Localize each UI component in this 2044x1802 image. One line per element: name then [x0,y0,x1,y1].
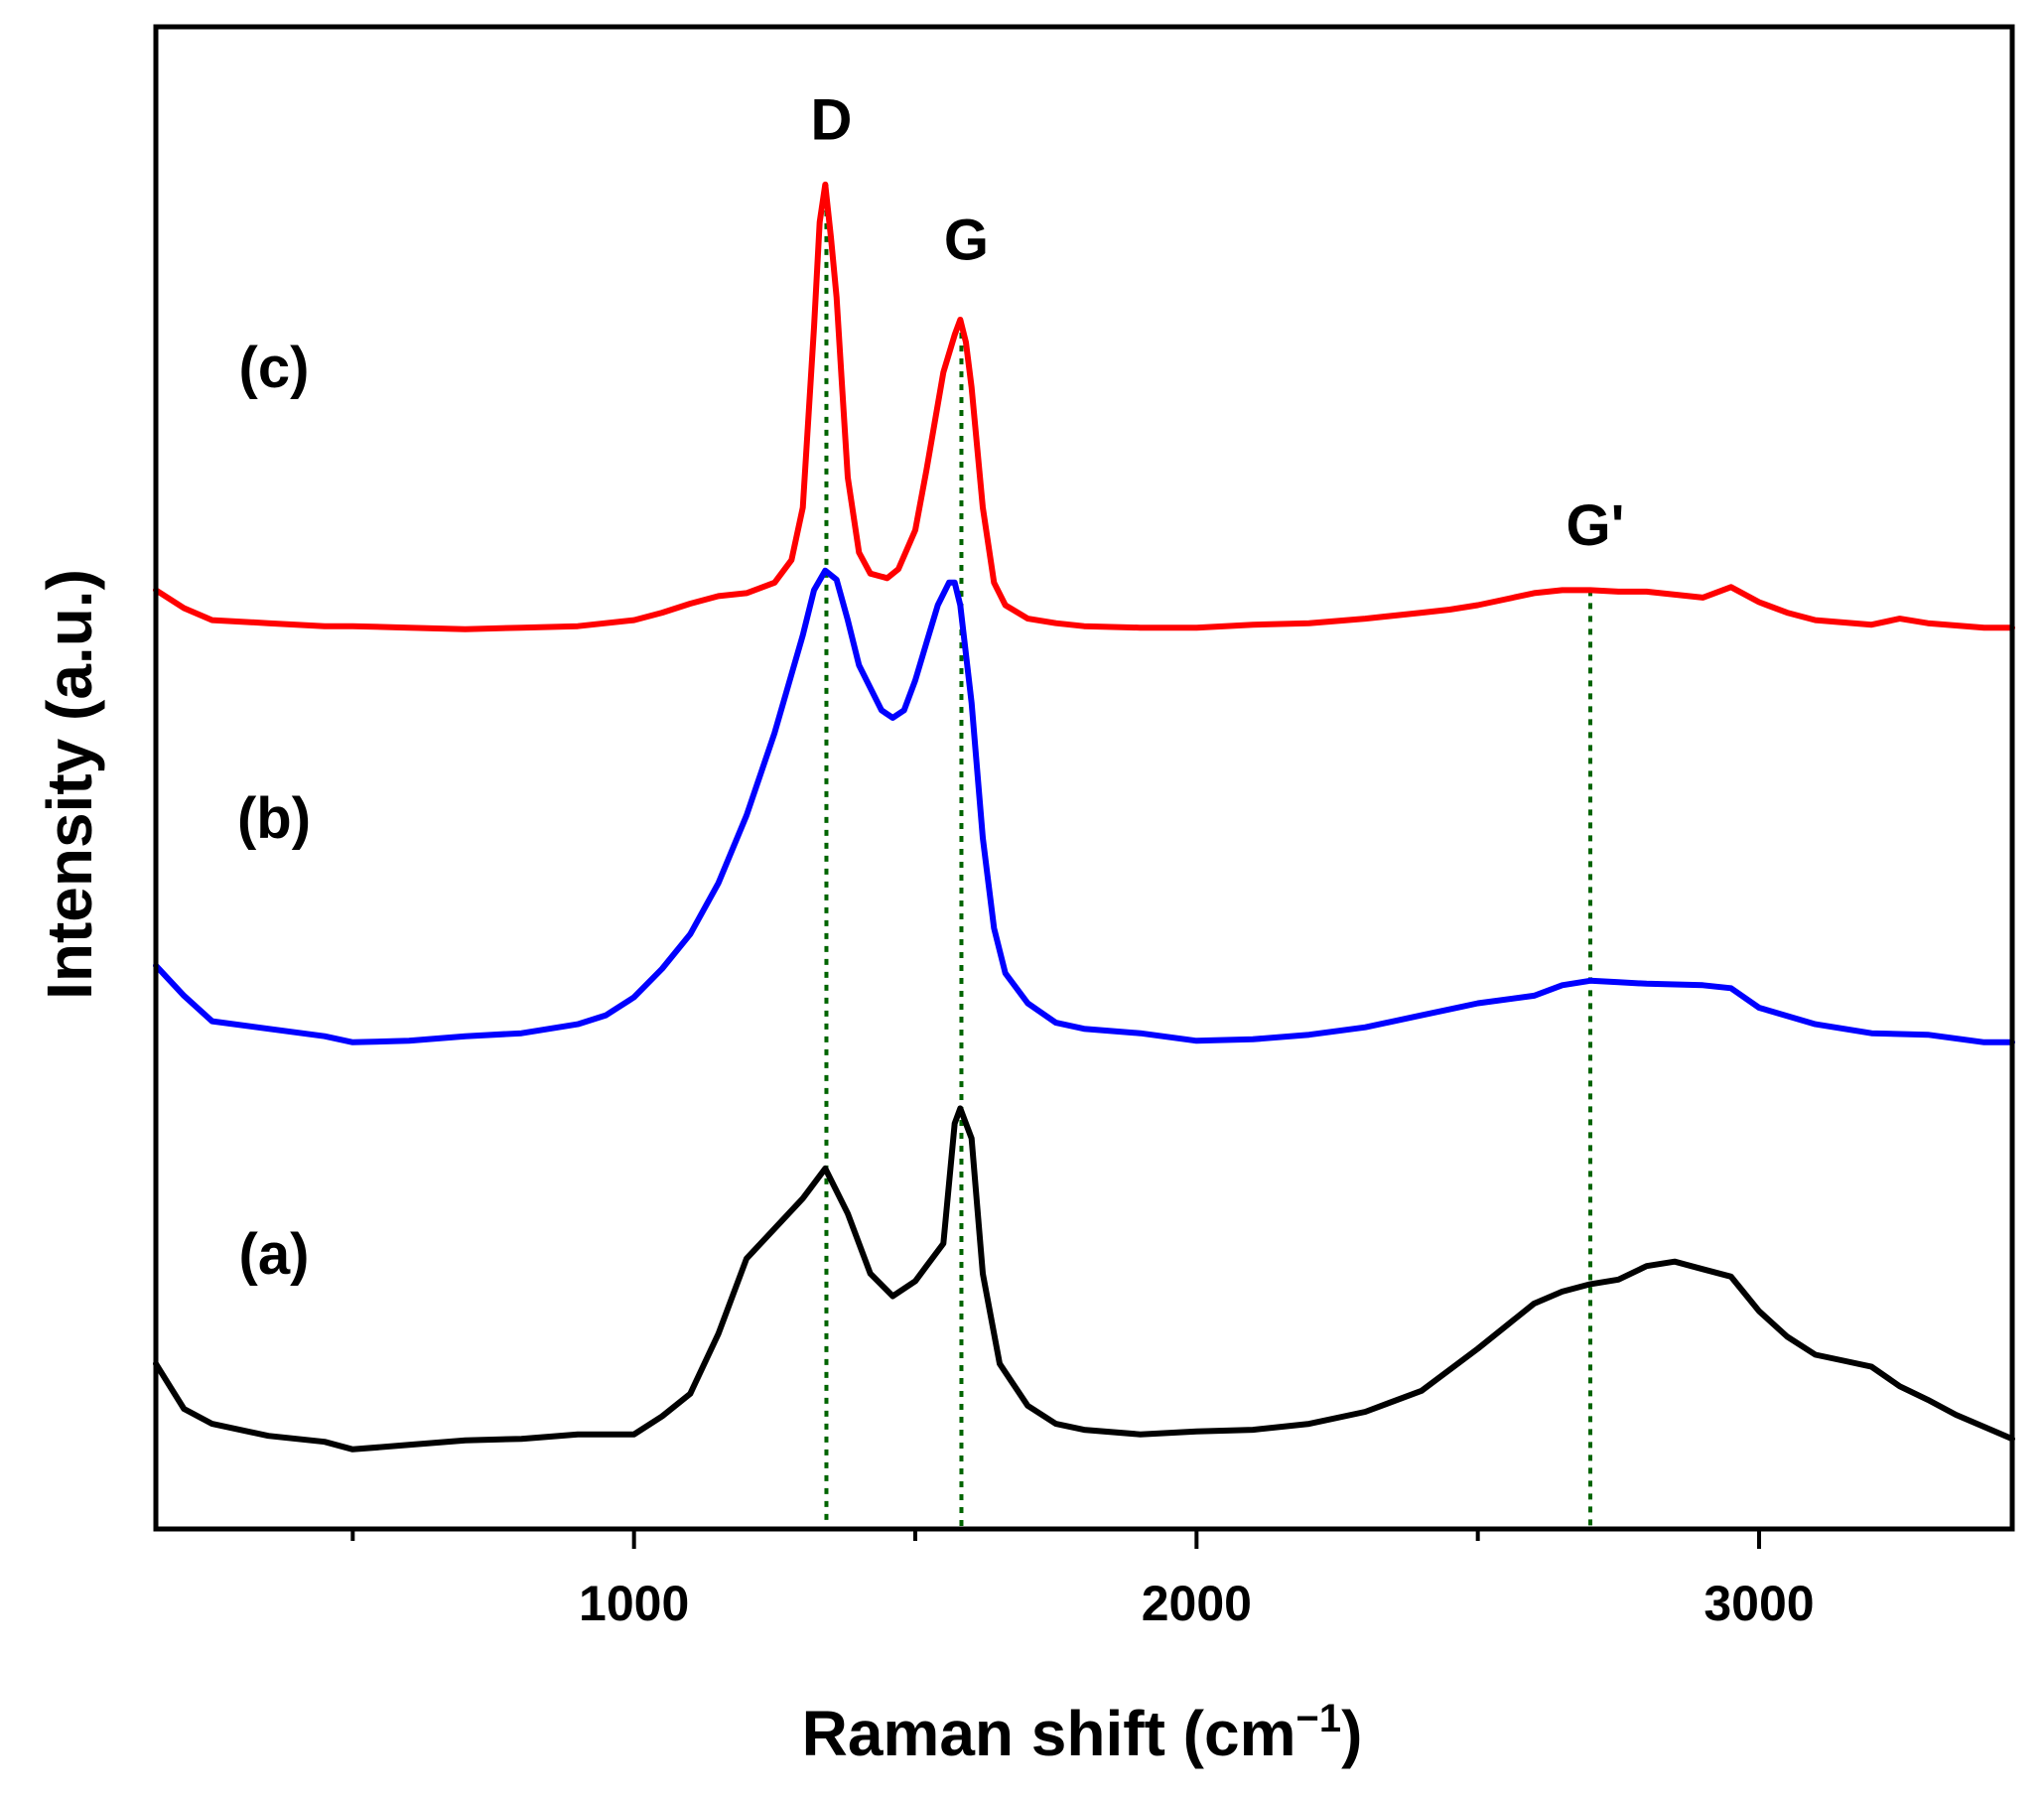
x-tick-label: 2000 [1142,1576,1252,1631]
plot-frame [153,24,2015,1532]
x-tick-label: 1000 [579,1576,689,1631]
series-label: (a) [239,1222,310,1287]
x-axis-ticks: 1000 2000 3000 [350,1529,1815,1631]
x-tick-label: 3000 [1703,1576,1814,1631]
series-label: (b) [237,786,311,851]
series-label: (c) [239,336,310,400]
series-line-a [153,1105,2015,1453]
y-axis-label: Intensity (a.u.) [34,569,105,1000]
x-axis-label: Raman shift (cm−1) [802,1697,1363,1769]
series-line-c [153,181,2015,632]
peak-label: G [944,208,989,273]
peak-label: D [811,87,853,152]
peak-label: G' [1567,493,1625,558]
series-line-b [153,567,2015,1045]
peak-reference-lines [824,184,1592,1529]
series-layer [153,181,2015,1453]
annotations: D G G' (a) (b) (c) [237,87,1624,1286]
